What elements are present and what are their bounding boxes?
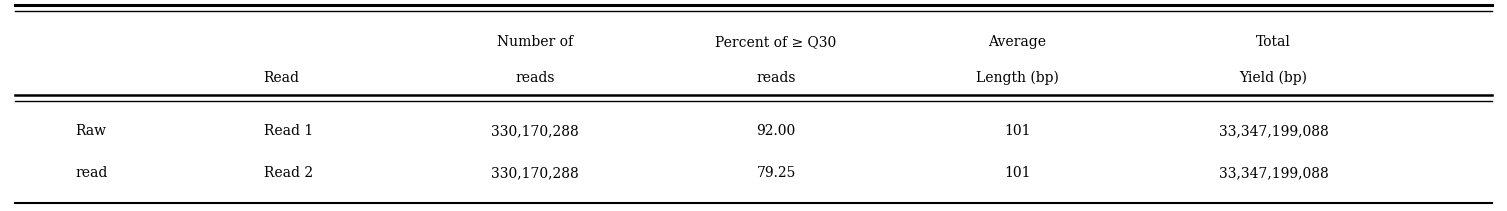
Text: 79.25: 79.25 [757, 166, 796, 180]
Text: Average: Average [989, 35, 1046, 49]
Text: read: read [75, 166, 107, 180]
Text: reads: reads [757, 71, 796, 85]
Text: Length (bp): Length (bp) [977, 71, 1058, 85]
Text: 330,170,288: 330,170,288 [491, 124, 579, 138]
Text: Read: Read [264, 71, 300, 85]
Text: Number of: Number of [497, 35, 573, 49]
Text: Read 2: Read 2 [264, 166, 313, 180]
Text: Total: Total [1255, 35, 1291, 49]
Text: 330,170,288: 330,170,288 [491, 166, 579, 180]
Text: Percent of ≥ Q30: Percent of ≥ Q30 [716, 35, 836, 49]
Text: 101: 101 [1004, 124, 1031, 138]
Text: 33,347,199,088: 33,347,199,088 [1219, 124, 1328, 138]
Text: Yield (bp): Yield (bp) [1239, 71, 1308, 85]
Text: reads: reads [515, 71, 555, 85]
Text: 33,347,199,088: 33,347,199,088 [1219, 166, 1328, 180]
Text: 101: 101 [1004, 166, 1031, 180]
Text: Raw: Raw [75, 124, 107, 138]
Text: 92.00: 92.00 [757, 124, 796, 138]
Text: Read 1: Read 1 [264, 124, 313, 138]
